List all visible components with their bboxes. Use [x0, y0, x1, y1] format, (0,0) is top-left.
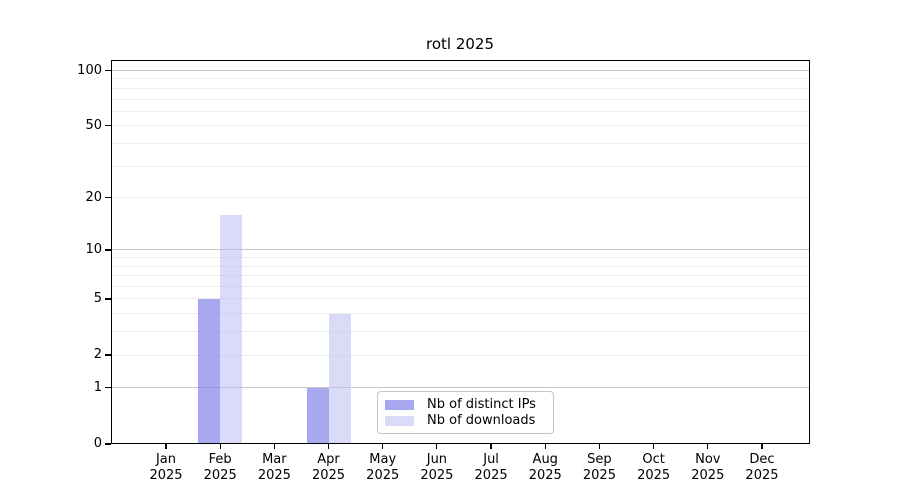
minor-gridline: [111, 78, 810, 80]
minor-gridline: [111, 298, 810, 300]
bar-downloads: [220, 214, 243, 444]
x-tick-label: Feb 2025: [203, 452, 237, 483]
x-tick-label: Nov 2025: [691, 452, 725, 483]
bar-distinct-ips: [306, 387, 329, 444]
x-tick: [598, 444, 601, 449]
bar-distinct-ips: [198, 298, 221, 444]
minor-gridline: [111, 125, 810, 127]
x-tick: [382, 444, 384, 449]
x-tick-label: Mar 2025: [257, 452, 291, 483]
y-tick: [105, 69, 111, 72]
x-tick-label: May 2025: [366, 452, 400, 483]
x-tick: [436, 444, 438, 449]
legend-label-downloads: Nb of downloads: [427, 413, 536, 428]
x-tick: [653, 444, 655, 449]
x-tick: [327, 444, 330, 449]
minor-gridline: [111, 197, 810, 199]
x-tick: [761, 444, 763, 449]
x-tick: [544, 444, 546, 449]
y-tick: [105, 298, 111, 300]
x-tick: [165, 444, 167, 449]
legend: Nb of distinct IPs Nb of downloads: [377, 391, 554, 434]
x-tick-label: Apr 2025: [311, 452, 346, 483]
y-tick-label: 10: [85, 241, 102, 257]
x-tick: [490, 444, 492, 449]
major-gridline: [111, 249, 810, 251]
y-tick: [105, 443, 111, 445]
y-tick: [105, 125, 111, 127]
x-tick: [273, 444, 275, 449]
x-tick-label: Jun 2025: [420, 452, 454, 483]
minor-gridline: [111, 354, 810, 356]
legend-item-downloads: Nb of downloads: [385, 413, 545, 429]
y-tick: [105, 197, 111, 199]
y-tick: [105, 249, 111, 251]
minor-gridline: [111, 165, 810, 167]
minor-gridline: [111, 257, 810, 259]
y-tick-label: 5: [93, 290, 102, 306]
minor-gridline: [111, 87, 810, 89]
legend-item-distinct-ips: Nb of distinct IPs: [385, 397, 545, 413]
minor-gridline: [111, 110, 810, 112]
major-gridline: [111, 70, 810, 71]
minor-gridline: [111, 98, 810, 100]
y-tick: [105, 387, 111, 389]
chart-title: rotl 2025: [425, 35, 494, 53]
legend-swatch-distinct-ips: [385, 400, 414, 410]
y-tick-label: 100: [77, 62, 102, 78]
x-tick-label: Aug 2025: [528, 452, 562, 483]
minor-gridline: [111, 265, 810, 267]
minor-gridline: [111, 275, 810, 277]
major-gridline: [111, 387, 810, 389]
y-tick-label: 20: [85, 189, 102, 205]
minor-gridline: [111, 313, 810, 315]
minor-gridline: [111, 331, 810, 333]
legend-swatch-downloads: [385, 416, 414, 426]
x-tick-label: Dec 2025: [745, 452, 779, 483]
x-tick-label: Sep 2025: [582, 452, 616, 483]
x-tick-label: Jul 2025: [474, 452, 508, 483]
plot-area: [111, 60, 810, 444]
x-tick: [219, 444, 221, 449]
bar-downloads: [328, 313, 351, 444]
x-tick: [707, 444, 709, 449]
x-tick-label: Oct 2025: [637, 452, 671, 483]
x-tick-label: Jan 2025: [149, 452, 183, 483]
legend-label-distinct-ips: Nb of distinct IPs: [427, 397, 536, 412]
y-tick-label: 1: [93, 379, 102, 395]
minor-gridline: [111, 286, 810, 288]
y-tick: [105, 354, 111, 356]
minor-gridline: [111, 142, 810, 144]
y-tick-label: 2: [93, 347, 102, 363]
y-tick-label: 0: [93, 436, 102, 451]
y-tick-label: 50: [85, 117, 102, 133]
